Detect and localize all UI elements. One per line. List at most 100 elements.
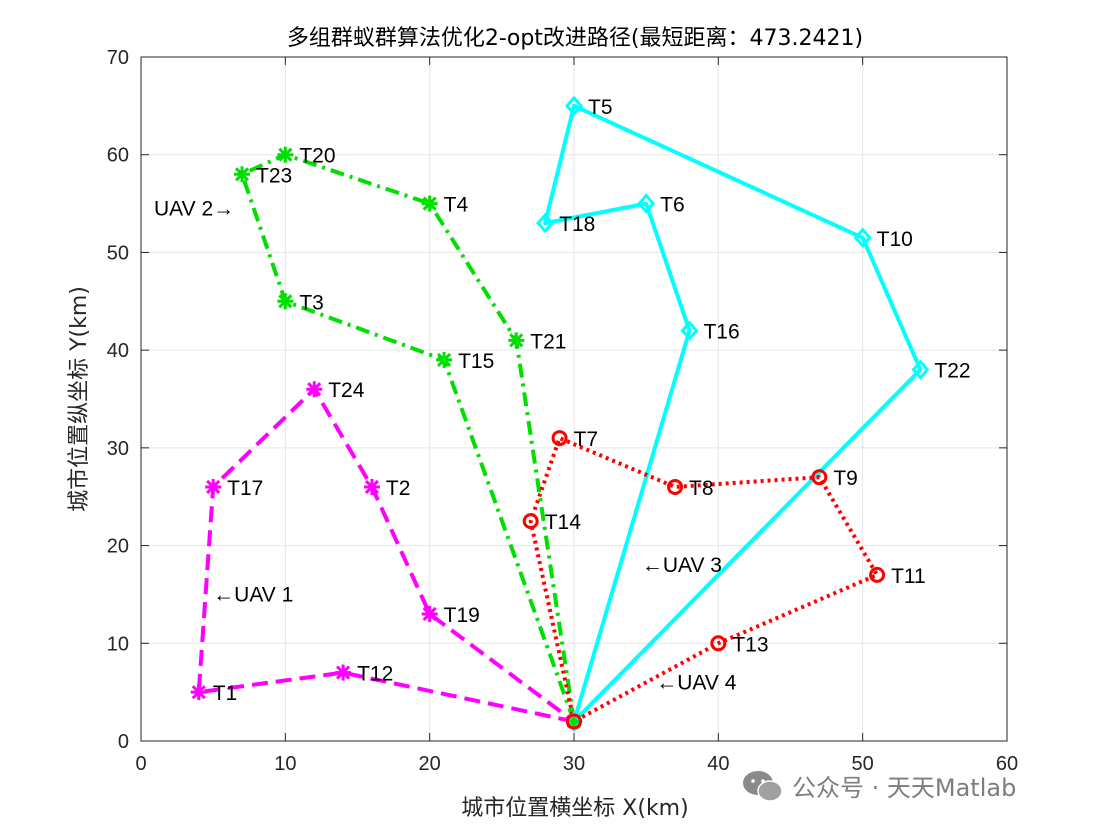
wechat-icon [743,771,783,802]
point-label: T16 [703,321,739,344]
circle-shape [869,566,886,583]
diamond-shape [853,227,872,249]
waypoint-marker [508,332,525,349]
circle-shape [522,513,539,530]
uav-annotation: ←UAV 3 [642,554,722,577]
x-tick-label: 20 [419,753,441,775]
point-label: T12 [357,663,393,686]
waypoint-marker [911,359,930,380]
circle-shape [566,713,582,730]
point-label: T4 [444,194,469,217]
asterisk-stroke [364,479,379,495]
route-line-uav-2 [240,152,576,723]
asterisk-stroke [278,147,293,162]
point-label: T9 [833,467,858,490]
waypoint-marker [869,566,886,583]
diamond-shape [911,359,930,380]
x-tick-label: 0 [135,753,146,775]
circle-shape [710,635,727,652]
x-tick-label: 10 [274,753,296,775]
waypoint-marker [436,351,453,368]
circle-shape [811,469,828,486]
y-tick-label: 0 [118,731,129,753]
uav-annotation: UAV 2→ [154,197,234,220]
point-label: T6 [660,194,685,217]
x-tick-label: 50 [852,753,874,775]
circle-shape [667,478,684,495]
uav-annotation: ←UAV 1 [213,583,293,606]
point-label: T24 [328,379,365,402]
waypoint-marker [205,478,222,495]
y-tick-label: 30 [107,438,129,460]
waypoint-marker [667,478,684,495]
waypoint-markers [190,95,930,732]
asterisk-stroke [278,294,293,309]
asterisk-stroke [206,479,221,495]
waypoint-marker [421,605,438,622]
circle-shape [551,430,568,447]
waypoint-marker [277,146,294,163]
x-tick-label: 30 [563,753,585,775]
point-label: T11 [891,565,926,588]
waypoint-marker [234,166,251,183]
asterisk-stroke [191,685,206,700]
y-tick-label: 20 [107,536,129,558]
point-label: T23 [256,164,292,187]
grid-lines [140,56,1008,742]
asterisk-stroke [437,352,452,367]
route-line-uav-1 [196,387,576,724]
y-tick-label: 70 [107,47,129,69]
asterisk-stroke [307,382,322,397]
diamond-shape [565,95,583,117]
point-label: T20 [299,145,335,168]
waypoint-marker [363,478,380,495]
point-label: T10 [877,228,913,251]
waypoint-marker [277,293,294,310]
point-label: T7 [574,428,599,451]
y-tick-label: 60 [107,145,129,167]
asterisk-stroke [509,333,524,348]
point-label: T17 [227,477,263,500]
diamond-shape [536,212,555,234]
waypoint-marker [335,664,352,681]
watermark-text: 公众号 · 天天Matlab [792,774,1016,802]
point-label: T21 [530,330,566,353]
waypoint-marker [566,713,582,730]
point-label: T8 [689,477,714,500]
asterisk-stroke [422,606,437,622]
point-label: T15 [458,350,494,373]
waypoint-marker [421,195,438,212]
y-tick-label: 50 [107,242,129,264]
diamond-shape [680,320,699,341]
y-tick-label: 40 [107,340,129,362]
waypoint-marker [710,635,727,652]
point-label: T2 [386,477,411,500]
x-tick-label: 40 [707,753,729,775]
waypoint-marker [190,684,207,701]
watermark: 公众号 · 天天Matlab [743,771,1016,802]
point-label: T19 [444,604,480,627]
waypoint-marker [551,430,568,447]
y-axis-label: 城市位置纵坐标 Y(km) [67,286,92,512]
route-line-uav-3 [543,103,923,723]
point-label: T22 [934,360,970,383]
route-line-uav-4 [528,436,880,724]
asterisk-stroke [234,167,250,182]
waypoint-marker [522,513,539,530]
x-tick-label: 60 [996,753,1018,775]
waypoint-marker [637,193,656,214]
chart-title: 多组群蚁群算法优化2-opt改进路径(最短距离：473.2421) [287,26,863,51]
uav-annotations: ←UAV 1 UAV 2→ ←UAV 3 ←UAV 4 [154,197,737,694]
asterisk-stroke [336,665,351,680]
y-tick-label: 10 [107,633,129,655]
waypoint-marker [811,469,828,486]
point-label: T13 [732,633,768,656]
point-labels: T1 T12 T17 T24 T2 T19 T15 T3 T23 T20 T4 T21 T16 T6 T18… [213,96,971,705]
waypoint-marker [536,212,555,234]
waypoint-marker [853,227,872,249]
point-label: T14 [545,511,582,534]
x-axis-label: 城市位置横坐标 X(km) [461,796,688,821]
point-label: T1 [213,682,238,705]
point-label: T18 [559,213,595,236]
